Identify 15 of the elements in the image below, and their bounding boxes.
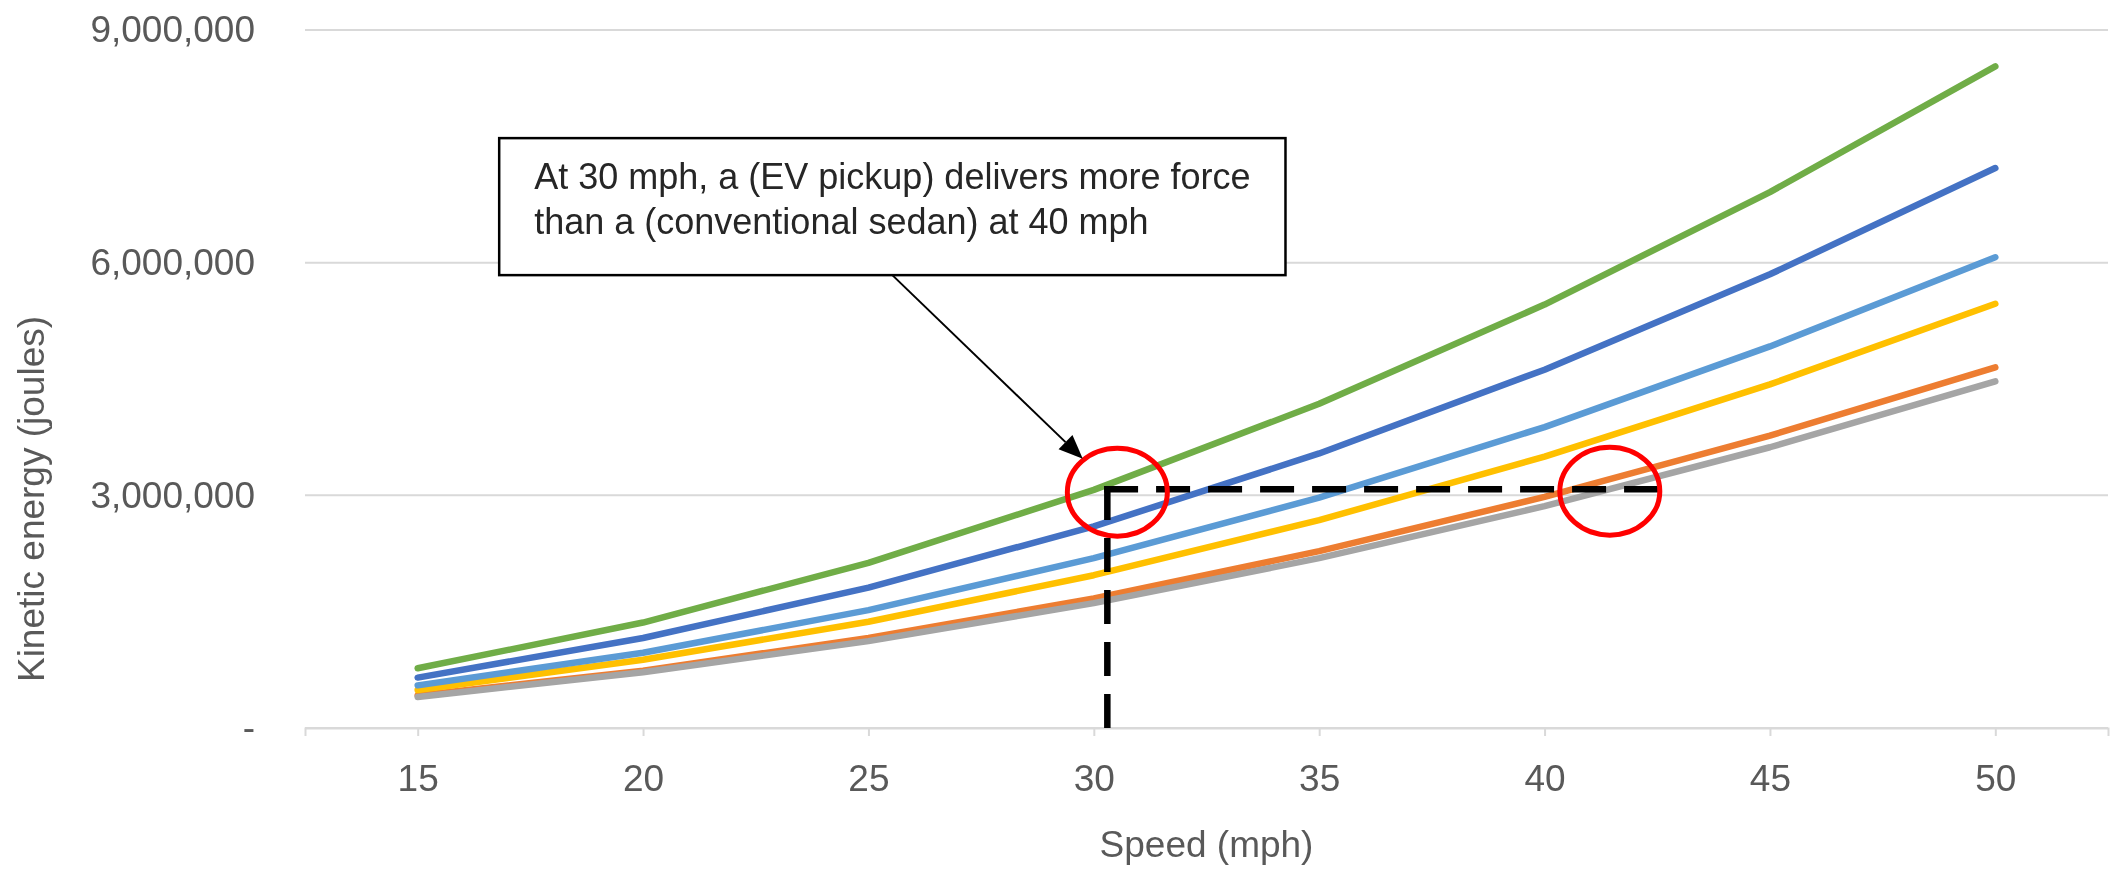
y-tick-label: 3,000,000 <box>90 474 255 516</box>
x-axis-title: Speed (mph) <box>1099 824 1314 865</box>
y-tick-label: - <box>242 707 255 749</box>
y-tick-label: 9,000,000 <box>90 9 255 51</box>
y-axis-title: Kinetic energy (joules) <box>11 315 52 683</box>
x-tick-label: 25 <box>848 758 890 800</box>
x-tick-label: 20 <box>622 758 665 800</box>
x-tick-label: 35 <box>1299 758 1341 800</box>
x-tick-label: 40 <box>1524 758 1566 800</box>
y-tick-label: 6,000,000 <box>90 242 255 284</box>
x-tick-label: 50 <box>1975 758 2017 800</box>
annotation: At 30 mph, a (EV pickup) delivers more force than a (conventional sedan) at 40 mph <box>534 156 1251 243</box>
x-tick-label: 45 <box>1749 758 1792 800</box>
x-tick-label: 15 <box>397 758 439 800</box>
x-tick-label: 30 <box>1073 758 1115 800</box>
